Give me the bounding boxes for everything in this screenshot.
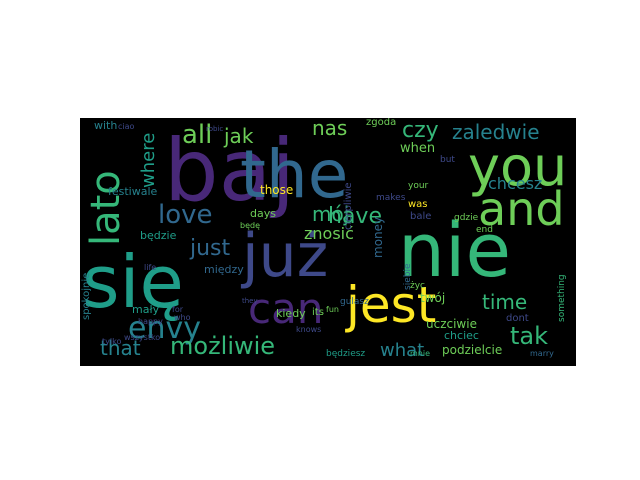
word-mnie: mnie (410, 349, 431, 358)
word-what: what (380, 340, 425, 361)
word-zyc: życ (410, 281, 425, 291)
word-robic: robic (206, 125, 224, 133)
word-money: money (371, 216, 385, 258)
word-knows: knows (296, 325, 322, 334)
word-nas: nas (312, 118, 348, 140)
word-bedzie: będzie (140, 229, 177, 242)
word-chciec: chciec (444, 329, 479, 342)
word-lato: lato (83, 170, 129, 246)
word-kiedy: kiedy (276, 307, 306, 320)
word-miedzy: między (204, 263, 244, 276)
word-the: the (240, 136, 349, 213)
word-was: was (408, 199, 428, 210)
word-gdzie: gdzie (454, 213, 479, 223)
word-something: something (557, 274, 567, 322)
word-that: that (100, 336, 141, 360)
word-bede: będę (240, 221, 260, 230)
word-baj: baj (164, 121, 296, 221)
word-uczciwie: uczciwie (426, 317, 477, 331)
word-your: your (408, 181, 429, 191)
word-cierpliwie: cierpliwie (343, 182, 354, 230)
word-jak: jak (224, 124, 254, 148)
word-days: days (250, 207, 276, 220)
wordcloud-canvas: baj the you nie już się jest can and lat… (80, 118, 576, 366)
word-just: just (190, 236, 231, 261)
word-dont: dont (506, 313, 529, 324)
word-they: they (242, 297, 258, 305)
word-czy: czy (402, 118, 439, 143)
word-who: who (174, 313, 191, 322)
word-and: and (478, 182, 565, 236)
word-with: with (94, 119, 118, 132)
word-happy: happy (138, 317, 163, 326)
word-maly: mały (132, 303, 160, 316)
word-wszystko: wszystko (124, 333, 161, 342)
word-podzielcie: podzielcie (442, 343, 503, 357)
word-tylko: tylko (102, 337, 122, 346)
word-life: life (144, 263, 157, 272)
word-time: time (482, 290, 528, 314)
word-tak: tak (510, 322, 549, 350)
word-zaledwie: zaledwie (452, 120, 540, 144)
word-nie: nie (398, 208, 511, 294)
word-festiwale: festiwale (108, 185, 158, 198)
word-bedziesz: będziesz (326, 349, 366, 359)
word-mozliwie: możliwie (170, 332, 276, 360)
word-bale: bale (410, 211, 432, 222)
word-you: you (468, 135, 568, 198)
word-but: but (440, 155, 455, 165)
word-sie: się (82, 240, 184, 324)
word-chcesz: chcesz (488, 174, 543, 193)
word-marry: marry (530, 349, 554, 358)
word-moj: mój (312, 202, 350, 226)
word-jest: jest (346, 276, 437, 334)
word-can: can (248, 284, 324, 333)
word-when: when (400, 141, 436, 156)
word-fun: fun (326, 305, 339, 314)
word-all: all (182, 120, 213, 150)
word-juz: już (242, 221, 329, 291)
word-ciao: ciao (118, 122, 135, 131)
word-where: where (138, 132, 159, 188)
word-envy: envy (128, 311, 201, 346)
word-spokojnie: spokojnie (81, 272, 92, 320)
word-for: for (172, 305, 183, 314)
word-znosic: znosić (304, 224, 354, 243)
word-have: have (328, 204, 382, 229)
word-gulasz: gulasz (340, 297, 369, 307)
word-its: its (312, 307, 324, 318)
word-love: love (158, 200, 213, 230)
word-twoj: twój (420, 291, 446, 305)
word-end: end (476, 225, 493, 235)
word-zgoda: zgoda (366, 118, 397, 128)
word-makes: makes (376, 193, 406, 203)
word-those: those (260, 183, 294, 197)
